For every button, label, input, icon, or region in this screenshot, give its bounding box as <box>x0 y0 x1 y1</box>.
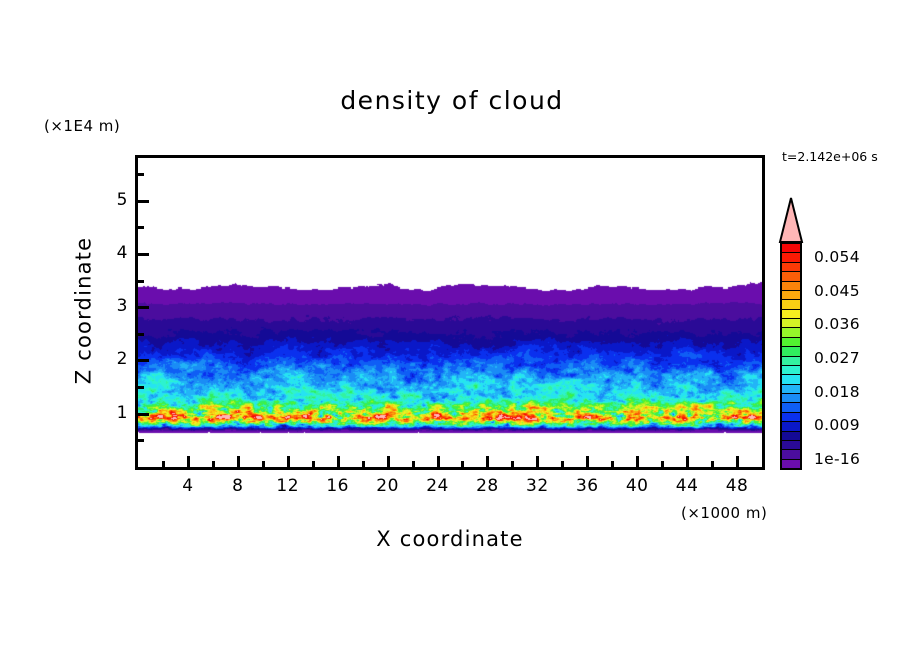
colorbar-tick-label: 0.009 <box>814 416 860 435</box>
x-tick-minor <box>661 461 664 467</box>
y-tick-label: 4 <box>116 242 128 263</box>
colorbar-band <box>782 281 800 291</box>
y-axis-unit-label: (×1E4 m) <box>44 117 121 135</box>
x-tick-major <box>686 456 689 467</box>
x-tick-major <box>536 456 539 467</box>
y-tick-minor <box>138 226 144 229</box>
colorbar-band-strip <box>780 242 802 470</box>
x-tick-minor <box>212 461 215 467</box>
colorbar-band <box>782 431 800 441</box>
colorbar-band <box>782 244 800 254</box>
colorbar-tick-label: 0.027 <box>814 349 860 367</box>
colorbar-band <box>782 328 800 338</box>
colorbar-band <box>782 347 800 357</box>
x-tick-minor <box>312 461 315 467</box>
colorbar-band <box>782 422 800 432</box>
y-tick-major <box>138 306 149 309</box>
x-tick-major <box>287 456 290 467</box>
colorbar-band <box>782 375 800 385</box>
colorbar-band <box>782 253 800 263</box>
x-axis-unit-label: (×1000 m) <box>681 504 768 522</box>
colorbar-over-arrow-icon <box>778 197 804 243</box>
colorbar-band <box>782 290 800 301</box>
x-tick-major <box>187 456 190 467</box>
colorbar-band <box>782 309 800 319</box>
colorbar-band <box>782 337 800 348</box>
colorbar-band <box>782 440 800 451</box>
x-tick-minor <box>561 461 564 467</box>
colorbar-band <box>782 300 800 310</box>
x-tick-label: 12 <box>276 476 300 496</box>
x-tick-label: 24 <box>426 476 449 496</box>
x-tick-minor <box>262 461 265 467</box>
y-tick-label: 2 <box>116 349 128 370</box>
colorbar-band <box>782 394 800 404</box>
colorbar-tick-label: 0.018 <box>814 382 860 401</box>
x-tick-minor <box>412 461 415 467</box>
y-tick-minor <box>138 173 144 176</box>
x-tick-label: 28 <box>476 476 499 496</box>
colorbar-band <box>782 365 800 376</box>
colorbar-tick-label: 0.036 <box>814 315 860 334</box>
colorbar-band <box>782 319 800 329</box>
x-tick-major <box>586 456 589 467</box>
y-tick-label: 1 <box>116 402 128 423</box>
colorbar-band <box>782 412 800 423</box>
x-tick-major <box>437 456 440 467</box>
contour-field <box>138 158 762 467</box>
x-tick-major <box>337 456 340 467</box>
x-tick-label: 36 <box>575 476 599 496</box>
y-tick-major <box>138 359 149 362</box>
y-tick-major <box>138 253 149 256</box>
x-tick-label: 40 <box>625 476 649 496</box>
y-tick-label: 5 <box>116 189 128 210</box>
x-tick-label: 20 <box>376 476 399 496</box>
x-tick-major <box>736 456 739 467</box>
x-tick-minor <box>461 461 464 467</box>
y-tick-minor <box>138 386 144 389</box>
y-tick-minor <box>138 333 144 336</box>
y-tick-label: 3 <box>116 296 128 317</box>
colorbar-band <box>782 403 800 413</box>
colorbar-band <box>782 356 800 366</box>
x-tick-major <box>636 456 639 467</box>
colorbar: 1e-16 0.009 0.018 0.027 0.036 0.045 0.054 <box>778 196 904 486</box>
colorbar-band <box>782 262 800 273</box>
x-tick-label: 8 <box>232 476 244 496</box>
y-tick-minor <box>138 439 144 442</box>
y-tick-major <box>138 413 149 416</box>
colorbar-tick-label: 0.045 <box>814 281 860 300</box>
y-axis-title: Z coordinate <box>71 236 96 385</box>
x-tick-minor <box>611 461 614 467</box>
x-tick-label: 44 <box>675 476 699 496</box>
colorbar-band <box>782 384 800 394</box>
x-tick-label: 32 <box>526 476 549 496</box>
colorbar-band <box>782 272 800 282</box>
colorbar-band <box>782 459 800 468</box>
x-tick-minor <box>511 461 514 467</box>
y-tick-minor <box>138 280 144 283</box>
y-tick-major <box>138 200 149 203</box>
x-tick-label: 16 <box>326 476 349 496</box>
x-tick-label: 48 <box>725 476 749 496</box>
x-tick-minor <box>162 461 165 467</box>
x-tick-major <box>387 456 390 467</box>
x-tick-major <box>486 456 489 467</box>
x-tick-major <box>237 456 240 467</box>
colorbar-tick-label: 0.054 <box>814 248 860 266</box>
colorbar-tick-label: 1e-16 <box>814 450 861 468</box>
time-annotation: t=2.142e+06 s <box>782 149 878 164</box>
x-tick-minor <box>362 461 365 467</box>
page-title: density of cloud <box>340 86 564 115</box>
x-tick-minor <box>711 461 714 467</box>
colorbar-band <box>782 450 800 460</box>
x-tick-label: 4 <box>182 476 194 496</box>
x-axis-title: X coordinate <box>376 527 524 551</box>
